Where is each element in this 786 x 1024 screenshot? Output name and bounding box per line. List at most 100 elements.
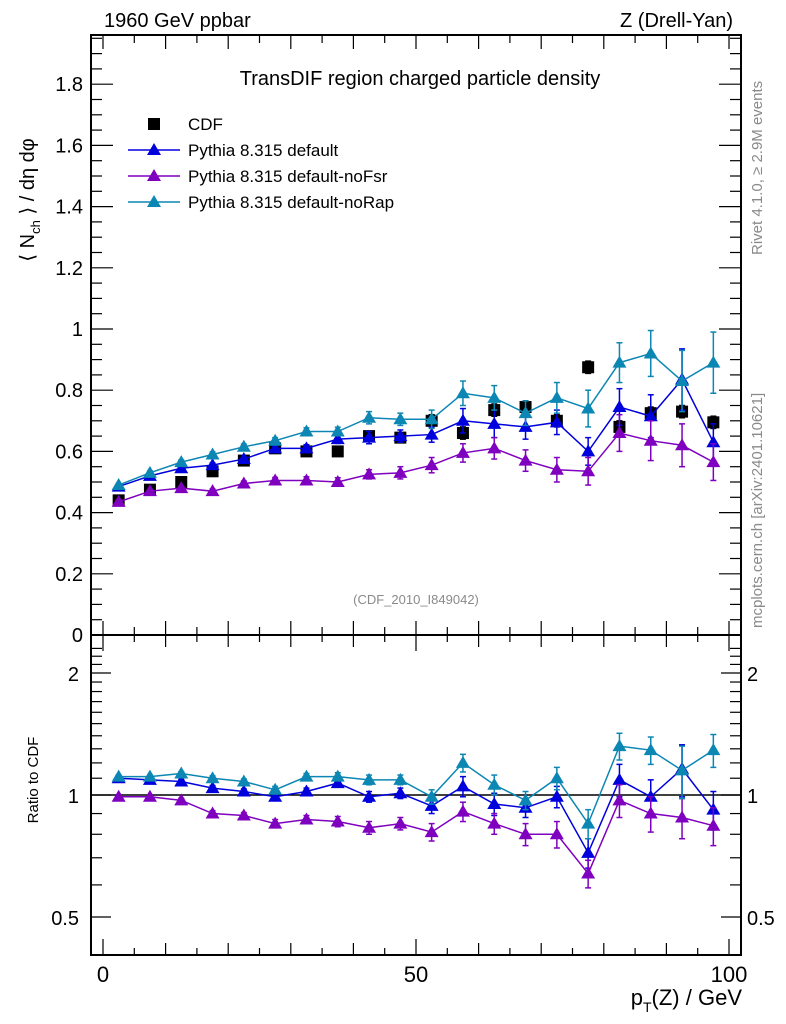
data-point-triangle <box>142 789 157 802</box>
series-noRap <box>111 329 721 491</box>
data-point-triangle <box>174 793 189 806</box>
data-point-triangle <box>643 743 658 756</box>
data-point-triangle <box>362 410 377 423</box>
data-point-triangle <box>393 465 408 478</box>
main-series <box>111 329 721 507</box>
data-point-triangle <box>330 814 345 827</box>
analysis-id: (CDF_2010_I849042) <box>353 592 479 607</box>
data-point-triangle <box>236 476 251 489</box>
data-point-triangle <box>330 432 345 445</box>
main-y-axis: 0 0.2 0.4 0.6 0.8 1 1.2 1.4 1.6 1.8 <box>55 37 741 647</box>
data-point-triangle <box>268 789 283 802</box>
ratio-series <box>111 732 721 889</box>
ratio-y-tick-label: 1 <box>68 786 79 808</box>
data-point-triangle <box>236 452 251 465</box>
data-point-triangle <box>299 424 314 437</box>
data-point-triangle <box>142 484 157 497</box>
data-point-triangle <box>455 755 470 768</box>
svg-text:Rivet 4.1.0, ≥ 2.9M events: Rivet 4.1.0, ≥ 2.9M events <box>749 81 766 255</box>
series-line <box>118 796 714 875</box>
y-tick-label: 1 <box>72 319 83 341</box>
data-point-triangle <box>581 444 596 457</box>
main-y-axis-label: ⟨ Nch ⟩ / dη dφ <box>17 138 43 262</box>
data-point-triangle <box>142 769 157 782</box>
data-point-triangle <box>299 473 314 486</box>
data-point-triangle <box>675 438 690 451</box>
data-point-triangle <box>518 453 533 466</box>
data-point-triangle <box>549 827 564 840</box>
legend-label: Pythia 8.315 default-noRap <box>188 193 394 212</box>
ratio-y-tick-label: 2 <box>68 664 79 686</box>
data-point-triangle <box>330 424 345 437</box>
data-point-triangle <box>424 789 439 802</box>
series-default <box>111 348 721 492</box>
legend-item: CDF <box>148 115 223 134</box>
data-point-triangle <box>205 458 220 471</box>
data-point-triangle <box>706 743 721 756</box>
data-point-triangle <box>549 789 564 802</box>
y-tick-label: 0.2 <box>55 564 83 586</box>
data-point-triangle <box>518 793 533 806</box>
legend-label: CDF <box>188 115 223 134</box>
data-point-triangle <box>299 784 314 797</box>
svg-text:mcplots.cern.ch [arXiv:2401.10: mcplots.cern.ch [arXiv:2401.10621] <box>749 393 766 628</box>
data-point-triangle <box>393 412 408 425</box>
series-default <box>111 744 721 869</box>
data-point-triangle <box>424 412 439 425</box>
data-point-triangle <box>330 776 345 789</box>
data-point-triangle <box>393 786 408 799</box>
data-point-triangle <box>455 386 470 399</box>
x-tick-label: 100 <box>711 962 748 987</box>
series-line <box>118 352 714 486</box>
data-point-triangle <box>612 400 627 413</box>
y-tick-label: 1.6 <box>55 135 83 157</box>
x-tick-label: 0 <box>97 962 109 987</box>
y-tick-label: 0.4 <box>55 503 83 525</box>
legend-item: Pythia 8.315 default-noFsr <box>128 167 388 186</box>
data-point-triangle <box>174 774 189 787</box>
data-point-triangle <box>487 797 502 810</box>
data-point-triangle <box>205 484 220 497</box>
y-tick-label: 0.8 <box>55 380 83 402</box>
data-point-triangle <box>362 789 377 802</box>
data-point-triangle <box>643 433 658 446</box>
data-point-triangle <box>581 816 596 829</box>
data-point-triangle <box>581 464 596 477</box>
data-point-triangle <box>581 401 596 414</box>
data-point-triangle <box>487 777 502 790</box>
legend: CDF Pythia 8.315 default Pythia 8.315 defa… <box>128 115 394 212</box>
legend-label: Pythia 8.315 default <box>188 141 339 160</box>
data-point-triangle <box>643 346 658 359</box>
data-point-square <box>331 445 344 458</box>
data-point-triangle <box>393 816 408 829</box>
data-point-triangle <box>330 769 345 782</box>
data-point-triangle <box>612 739 627 752</box>
data-point-triangle <box>299 769 314 782</box>
legend-label: Pythia 8.315 default-noFsr <box>188 167 388 186</box>
ratio-y-axis-label: Ratio to CDF <box>25 737 42 824</box>
data-point-triangle <box>268 441 283 454</box>
data-point-triangle <box>675 374 690 387</box>
data-point-triangle <box>487 816 502 829</box>
data-point-triangle <box>581 866 596 879</box>
data-point-triangle <box>362 820 377 833</box>
data-point-triangle <box>330 475 345 487</box>
mcplots-label: mcplots.cern.ch [arXiv:2401.10621] <box>749 393 766 628</box>
data-point-triangle <box>205 806 220 819</box>
x-axis-label: pT(Z) / GeV <box>631 985 743 1015</box>
data-point-triangle <box>487 441 502 454</box>
data-point-triangle <box>111 769 126 782</box>
data-point-triangle <box>424 458 439 471</box>
ratio-x-axis: 0 50 100 <box>97 635 747 987</box>
data-point-triangle <box>268 782 283 795</box>
main-x-axis <box>102 35 730 635</box>
header-left: 1960 GeV ppbar <box>104 10 251 32</box>
data-point-triangle <box>236 774 251 787</box>
data-point-triangle <box>424 798 439 811</box>
data-point-triangle <box>706 435 721 448</box>
legend-marker-triangle <box>147 195 161 207</box>
data-point-triangle <box>174 766 189 779</box>
data-point-square <box>582 361 595 374</box>
data-point-triangle <box>268 816 283 829</box>
